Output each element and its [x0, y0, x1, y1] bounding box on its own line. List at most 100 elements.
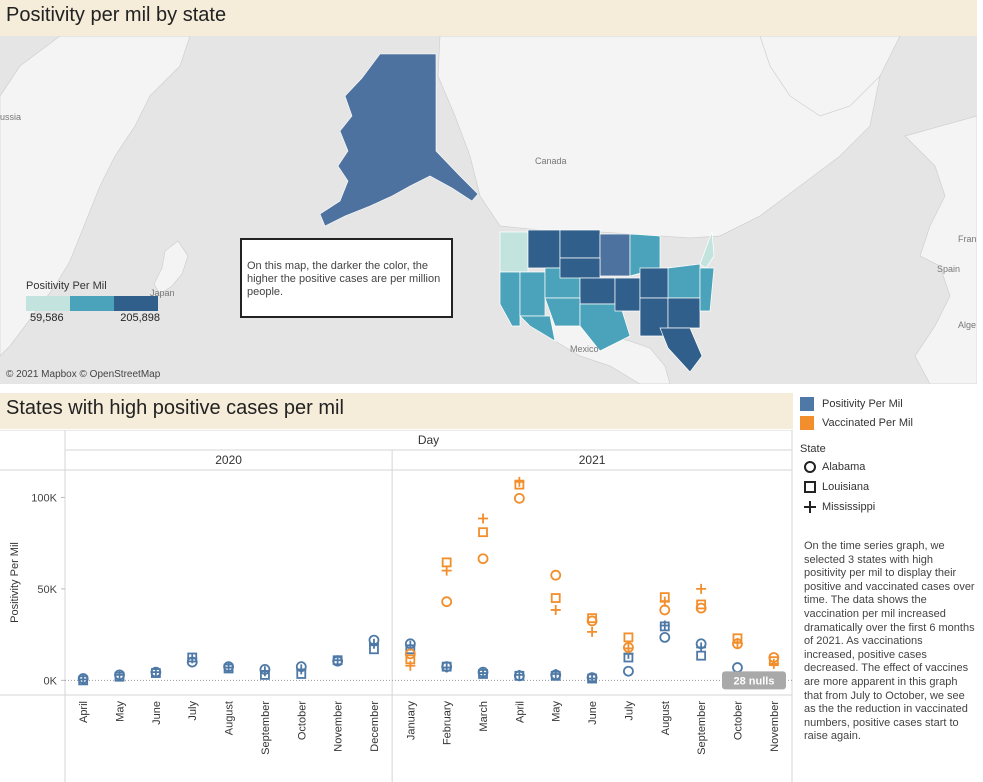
x-tick-label: August	[224, 701, 236, 735]
asia-land	[0, 36, 191, 357]
japan-label: Japan	[150, 288, 175, 298]
legend-max: 205,898	[120, 312, 160, 324]
legend-label-positivity: Positivity Per Mil	[822, 398, 903, 410]
point-mississippi-vaccinated	[478, 513, 489, 524]
greenland-land	[759, 36, 901, 117]
point-mississippi-positivity	[187, 653, 198, 664]
point-mississippi-vaccinated	[659, 596, 670, 607]
point-mississippi-vaccinated	[587, 626, 598, 637]
point-mississippi-positivity	[514, 669, 525, 680]
legend-label-vaccinated: Vaccinated Per Mil	[822, 417, 913, 429]
point-alabama-positivity	[659, 631, 671, 643]
nulls-badge[interactable]	[722, 671, 786, 690]
y-axis-title: Positivity Per Mil	[9, 542, 21, 623]
x-tick-label: May	[551, 701, 563, 722]
point-mississippi-positivity	[78, 674, 89, 685]
point-louisiana-vaccinated	[696, 599, 707, 610]
point-alabama-vaccinated	[441, 596, 453, 608]
point-mississippi-positivity	[550, 668, 561, 679]
chart-description: On the time series graph, we selected 3 …	[804, 540, 975, 743]
spain-label: Spain	[937, 264, 961, 274]
x-tick-label: April	[514, 701, 526, 723]
alaska-state	[319, 53, 479, 227]
canada-label: Canada	[535, 156, 567, 166]
map-canvas	[0, 36, 977, 384]
chart-title-bar: States with high positive cases per mil	[0, 393, 793, 429]
algeria-label: Alge	[958, 320, 977, 330]
x-tick-label: June	[151, 701, 163, 725]
map-title-bar: Positivity per mil by state	[0, 0, 977, 36]
x-tick-label: February	[442, 701, 454, 746]
point-alabama-vaccinated	[550, 569, 562, 581]
point-mississippi-positivity	[368, 638, 379, 649]
point-alabama-vaccinated	[477, 553, 489, 565]
point-mississippi-vaccinated	[696, 583, 707, 594]
legend-item-alabama[interactable]: Alabama	[800, 459, 865, 475]
europe-land	[904, 115, 977, 384]
point-mississippi-vaccinated	[768, 658, 779, 669]
point-mississippi-positivity	[478, 668, 489, 679]
map-credit: © 2021 Mapbox © OpenStreetMap	[6, 369, 161, 380]
legend-item-mississippi[interactable]: Mississippi	[800, 499, 875, 515]
point-louisiana-vaccinated	[587, 613, 597, 624]
positivity-color-swatch	[800, 397, 814, 411]
point-mississippi-positivity	[296, 664, 307, 675]
legend-swatch-high	[114, 296, 158, 311]
point-mississippi-vaccinated	[623, 643, 634, 654]
point-alabama-positivity	[623, 665, 634, 677]
legend-item-vaccinated[interactable]: Vaccinated Per Mil	[800, 415, 913, 431]
point-louisiana-vaccinated	[478, 527, 488, 538]
japan-land	[153, 240, 189, 295]
nulls-badge-label: 28 nulls	[734, 675, 775, 687]
x-tick-label: July	[187, 701, 199, 721]
x-tick-label: March	[478, 701, 490, 732]
point-mississippi-positivity	[259, 666, 270, 677]
state-legend-title: State	[800, 443, 826, 455]
year-header-2021: 2021	[579, 453, 606, 467]
circle-icon	[804, 461, 816, 473]
point-louisiana-vaccinated	[623, 632, 634, 643]
point-alabama-vaccinated	[404, 648, 416, 660]
point-louisiana-vaccinated	[441, 557, 452, 568]
map-title: Positivity per mil by state	[6, 4, 227, 26]
legend-item-positivity[interactable]: Positivity Per Mil	[800, 396, 903, 412]
choropleth-map[interactable]: ussia Japan Canada Mexico Fran Spain Alg…	[0, 36, 977, 384]
plus-icon	[804, 501, 816, 513]
x-tick-label: May	[115, 701, 127, 722]
x-tick-label: November	[333, 701, 345, 752]
point-mississippi-vaccinated	[732, 637, 743, 648]
us-states	[499, 229, 715, 373]
point-mississippi-positivity	[441, 662, 452, 673]
legend-swatch-low	[26, 296, 70, 311]
map-color-legend: Positivity Per Mil 59,586 205,898	[26, 280, 160, 325]
vaccinated-color-swatch	[800, 416, 814, 430]
point-mississippi-vaccinated	[514, 476, 525, 487]
point-louisiana-positivity	[696, 650, 707, 661]
canada-land	[437, 36, 881, 239]
point-alabama-vaccinated	[513, 492, 525, 504]
france-label: Fran	[958, 234, 977, 244]
point-mississippi-positivity	[332, 655, 343, 666]
x-tick-label: October	[732, 701, 744, 740]
time-series-chart[interactable]: Day 2020 2021 0K 50K 100K Positivity Per Mil Ap…	[0, 430, 795, 782]
column-header-day: Day	[418, 433, 439, 447]
point-mississippi-vaccinated	[405, 660, 416, 671]
legend-item-louisiana[interactable]: Louisiana	[800, 479, 869, 495]
chart-title: States with high positive cases per mil	[6, 397, 344, 419]
x-tick-label: August	[660, 701, 672, 735]
point-mississippi-positivity	[223, 662, 234, 673]
legend-label-alabama: Alabama	[822, 461, 866, 473]
mexico-label: Mexico	[570, 344, 599, 354]
legend-swatch-mid	[70, 296, 114, 311]
y-tick-label: 50K	[37, 584, 57, 596]
point-mississippi-vaccinated	[550, 604, 561, 615]
point-mississippi-positivity	[114, 669, 125, 680]
point-mississippi-positivity	[659, 620, 670, 631]
x-tick-label: June	[587, 701, 599, 725]
legend-min: 59,586	[30, 312, 64, 324]
point-mississippi-positivity	[696, 642, 707, 653]
russia-label: ussia	[0, 112, 22, 122]
point-alabama-vaccinated	[659, 604, 671, 616]
x-tick-label: October	[296, 701, 308, 740]
square-icon	[804, 481, 816, 493]
